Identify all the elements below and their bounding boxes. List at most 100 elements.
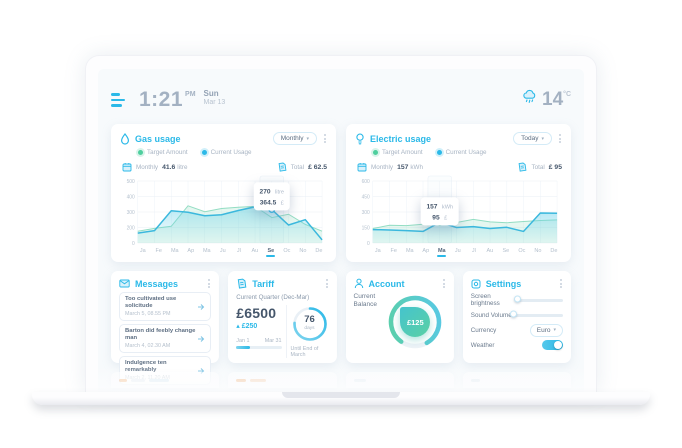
x-axis-tick[interactable]: No: [299, 248, 307, 254]
svg-text:300: 300: [127, 210, 135, 216]
account-more-menu-icon[interactable]: [442, 278, 446, 289]
settings-panel: Settings Screen brightness Sound Volume: [462, 271, 571, 363]
receipt-icon: [278, 162, 287, 172]
electric-legend: Target Amount Current Usage: [373, 149, 562, 156]
account-balance-label: Current Balance: [353, 293, 378, 308]
settings-title: Settings: [485, 278, 522, 289]
x-axis-tick[interactable]: De: [550, 248, 558, 254]
dashboard: 1:21 PM Sun Mar 13 14 °C: [98, 69, 584, 393]
calendar-icon: [357, 163, 367, 172]
x-axis-tick[interactable]: De: [315, 248, 323, 254]
x-axis-tick[interactable]: Ja: [374, 248, 381, 254]
chevron-down-icon: ▾: [541, 135, 544, 142]
x-axis-tick[interactable]: No: [534, 248, 542, 254]
x-axis-tick[interactable]: Fe: [155, 248, 162, 254]
electric-info-row: Monthly 157 kWh Total £ 95: [357, 162, 562, 172]
x-axis-tick[interactable]: Au: [251, 248, 259, 254]
tariff-delta: ▴ £250: [236, 323, 258, 330]
dashboard-header: 1:21 PM Sun Mar 13 14 °C: [111, 85, 571, 115]
x-axis-tick[interactable]: Oc: [283, 248, 291, 254]
arrow-right-icon: [198, 303, 205, 310]
laptop-notch: [282, 392, 400, 398]
weather-toggle[interactable]: [542, 340, 563, 350]
x-axis-tick[interactable]: Ma: [405, 248, 414, 254]
tariff-amount: £6500: [236, 305, 277, 321]
brightness-slider[interactable]: [514, 295, 563, 302]
x-axis-tick[interactable]: Jl: [236, 248, 241, 254]
currency-label: Currency: [470, 326, 497, 334]
x-axis-tick[interactable]: Ja: [139, 248, 146, 254]
svg-text:200: 200: [127, 225, 135, 231]
legend-target-amount[interactable]: Target Amount: [138, 149, 188, 156]
electric-period-dropdown[interactable]: Today ▾: [513, 132, 552, 145]
svg-text:0: 0: [132, 241, 135, 247]
gas-chart: 500 400 300 200 0 270 litre 364.5 £ Ja Fe Ma Ap…: [120, 175, 327, 257]
electric-period-value: 157: [397, 163, 409, 171]
date-block: Sun Mar 13: [204, 90, 226, 107]
weather-widget: 14 °C: [522, 89, 571, 111]
legend-current-usage[interactable]: Current Usage: [436, 149, 487, 156]
chevron-down-icon: ▾: [553, 327, 556, 333]
slider-knob[interactable]: [510, 310, 517, 317]
clock-time: 1:21: [139, 88, 184, 111]
electric-more-menu-icon[interactable]: [558, 133, 562, 144]
x-axis-tick[interactable]: Ju: [454, 248, 461, 254]
x-axis-tick[interactable]: Au: [486, 248, 494, 254]
cutoff-panel-stub: [345, 372, 454, 388]
x-axis-tick[interactable]: Se: [502, 248, 510, 254]
slider-knob[interactable]: [514, 295, 522, 302]
electric-total-label: Total: [531, 163, 545, 171]
gas-period-label: Monthly: [136, 163, 159, 171]
svg-text:0: 0: [367, 241, 370, 247]
tariff-days-value: 76: [304, 314, 315, 325]
currency-value: Euro: [536, 326, 551, 334]
x-axis-tick[interactable]: Ap: [187, 248, 195, 254]
tariff-subtitle: Current Quarter (Dec-Mar): [236, 294, 310, 301]
x-axis-tick[interactable]: Ju: [219, 248, 226, 254]
svg-text:300: 300: [362, 210, 370, 216]
current-dot-icon: [201, 150, 207, 155]
x-axis-tick[interactable]: Ma: [202, 248, 211, 254]
gas-more-menu-icon[interactable]: [323, 133, 327, 144]
gas-period-unit: litre: [177, 163, 188, 171]
electric-period-unit: kWh: [410, 163, 424, 171]
gas-drop-icon: [120, 132, 130, 145]
arrow-right-icon: [198, 335, 205, 342]
settings-more-menu-icon[interactable]: [559, 278, 563, 289]
gas-total-value: £ 62.5: [308, 163, 327, 171]
x-axis-tick[interactable]: Jl: [471, 248, 476, 254]
cutoff-panel-stub: [462, 372, 571, 388]
brightness-label: Screen brightness: [470, 293, 500, 307]
messages-panel: Messages Too cultivated use solicitude M…: [111, 271, 220, 385]
x-axis-tick[interactable]: Se: [266, 248, 276, 257]
x-axis-tick[interactable]: Oc: [518, 248, 526, 254]
tariff-days-label: days: [304, 326, 315, 331]
messages-more-menu-icon[interactable]: [207, 278, 211, 289]
x-axis-tick[interactable]: Ma: [437, 248, 447, 257]
volume-label: Sound Volume: [470, 311, 512, 319]
chevron-down-icon: ▾: [306, 135, 309, 142]
gas-period-dropdown[interactable]: Monthly ▾: [272, 132, 317, 145]
electric-panel-header: Electric usage Today ▾: [355, 132, 562, 145]
legend-current-usage[interactable]: Current Usage: [201, 149, 252, 156]
x-axis-tick[interactable]: Fe: [390, 248, 397, 254]
currency-dropdown[interactable]: Euro ▾: [529, 323, 563, 337]
hamburger-menu-icon[interactable]: [111, 93, 125, 107]
electric-period-dropdown-value: Today: [521, 135, 539, 142]
message-item[interactable]: Barton did feebly change man March 4, 02…: [119, 324, 212, 353]
cutoff-panel-stub: [111, 372, 220, 388]
receipt-icon: [519, 162, 527, 172]
x-axis-tick[interactable]: Ma: [170, 248, 179, 254]
tariff-title: Tariff: [252, 278, 275, 289]
legend-target-amount[interactable]: Target Amount: [373, 149, 423, 156]
weather-label: Weather: [470, 341, 495, 349]
message-item[interactable]: Too cultivated use solicitude March 5, 0…: [119, 292, 212, 321]
volume-slider[interactable]: [510, 310, 563, 317]
tariff-more-menu-icon[interactable]: [325, 278, 329, 289]
temperature-value: 14: [542, 89, 564, 110]
x-axis-tick[interactable]: Ap: [422, 248, 430, 254]
account-balance-blob: £125: [400, 307, 431, 337]
electric-period-label: Monthly: [371, 163, 394, 171]
account-panel: Account Current Balance: [345, 271, 454, 363]
gas-legend: Target Amount Current Usage: [138, 149, 327, 156]
